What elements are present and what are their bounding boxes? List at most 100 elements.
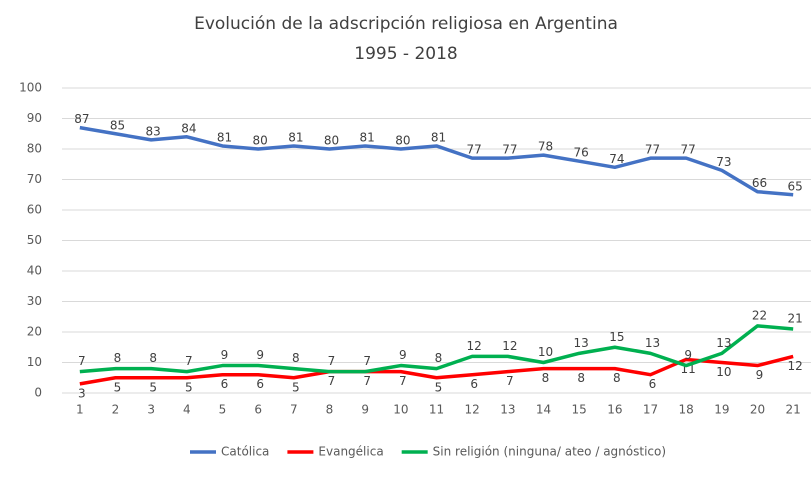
data-label: 80 [395, 134, 410, 148]
y-tick-label: 20 [27, 325, 42, 339]
x-tick-label: 12 [465, 403, 480, 417]
x-tick-label: 6 [254, 403, 262, 417]
data-label: 8 [613, 371, 621, 385]
x-tick-label: 18 [679, 403, 694, 417]
legend-label: Católica [221, 445, 269, 459]
data-label: 81 [431, 130, 446, 144]
data-label: 9 [684, 348, 692, 362]
data-label: 74 [609, 152, 624, 166]
data-label: 12 [502, 339, 517, 353]
legend-label: Sin religión (ninguna/ ateo / agnóstico) [433, 445, 666, 459]
data-label: 7 [363, 374, 371, 388]
data-label: 5 [114, 380, 122, 394]
data-label: 85 [110, 118, 125, 132]
data-label: 7 [328, 374, 336, 388]
data-label: 80 [324, 134, 339, 148]
y-tick-label: 100 [19, 81, 42, 95]
data-label: 5 [185, 380, 193, 394]
chart-title: Evolución de la adscripción religiosa en… [194, 14, 618, 34]
x-tick-label: 17 [643, 403, 658, 417]
data-label: 9 [256, 348, 264, 362]
x-tick-label: 2 [112, 403, 120, 417]
y-tick-label: 0 [34, 386, 42, 400]
y-tick-label: 70 [27, 172, 42, 186]
x-tick-label: 7 [290, 403, 298, 417]
y-tick-label: 30 [27, 294, 42, 308]
x-tick-label: 5 [219, 403, 227, 417]
data-label: 9 [756, 368, 764, 382]
data-label: 7 [506, 374, 514, 388]
data-label: 76 [574, 146, 589, 160]
data-label: 22 [752, 308, 767, 322]
data-label: 80 [253, 134, 268, 148]
chart-subtitle: 1995 - 2018 [354, 44, 457, 64]
data-label: 15 [609, 330, 624, 344]
data-label: 77 [645, 143, 660, 157]
data-label: 7 [185, 354, 193, 368]
y-tick-label: 80 [27, 142, 42, 156]
data-label: 83 [146, 124, 161, 138]
data-label: 10 [716, 365, 731, 379]
data-label: 10 [538, 345, 553, 359]
x-tick-label: 14 [536, 403, 551, 417]
data-label: 3 [78, 386, 86, 400]
x-tick-label: 3 [147, 403, 155, 417]
data-label: 5 [435, 380, 443, 394]
data-label: 77 [681, 143, 696, 157]
data-label: 13 [716, 336, 731, 350]
data-label: 12 [788, 359, 803, 373]
data-label: 84 [181, 121, 196, 135]
data-label: 81 [360, 130, 375, 144]
x-tick-label: 16 [607, 403, 622, 417]
x-tick-label: 9 [361, 403, 369, 417]
legend-label: Evangélica [318, 445, 383, 459]
data-label: 66 [752, 176, 767, 190]
data-label: 81 [217, 130, 232, 144]
data-label: 78 [538, 140, 553, 154]
data-label: 7 [399, 374, 407, 388]
x-tick-label: 10 [393, 403, 408, 417]
x-tick-label: 11 [429, 403, 444, 417]
x-tick-label: 4 [183, 403, 191, 417]
data-label: 9 [399, 348, 407, 362]
data-label: 13 [574, 336, 589, 350]
data-label: 65 [788, 179, 803, 193]
series-line [79, 354, 794, 386]
data-label: 87 [74, 112, 89, 126]
data-label: 7 [363, 354, 371, 368]
data-label: 8 [292, 351, 300, 365]
x-tick-label: 1 [76, 403, 84, 417]
series-line [79, 324, 794, 374]
x-tick-label: 19 [714, 403, 729, 417]
x-tick-label: 21 [786, 403, 801, 417]
data-label: 77 [502, 143, 517, 157]
data-label: 73 [716, 155, 731, 169]
data-label: 8 [149, 351, 157, 365]
data-label: 8 [435, 351, 443, 365]
series-line [79, 125, 794, 197]
data-label: 81 [288, 130, 303, 144]
y-tick-label: 10 [27, 355, 42, 369]
x-tick-label: 15 [572, 403, 587, 417]
data-label: 9 [221, 348, 229, 362]
data-label: 8 [577, 371, 585, 385]
y-tick-label: 60 [27, 203, 42, 217]
y-tick-label: 90 [27, 111, 42, 125]
data-label: 8 [114, 351, 122, 365]
x-tick-label: 20 [750, 403, 765, 417]
data-label: 6 [221, 377, 229, 391]
y-tick-label: 40 [27, 264, 42, 278]
data-label: 6 [470, 377, 478, 391]
data-label: 7 [78, 354, 86, 368]
data-label: 13 [645, 336, 660, 350]
data-label: 12 [467, 339, 482, 353]
data-label: 6 [256, 377, 264, 391]
data-label: 6 [649, 377, 657, 391]
data-label: 8 [542, 371, 550, 385]
data-label: 7 [328, 354, 336, 368]
data-label: 5 [292, 380, 300, 394]
x-tick-label: 13 [500, 403, 515, 417]
data-label: 77 [467, 143, 482, 157]
data-label: 21 [788, 311, 803, 325]
